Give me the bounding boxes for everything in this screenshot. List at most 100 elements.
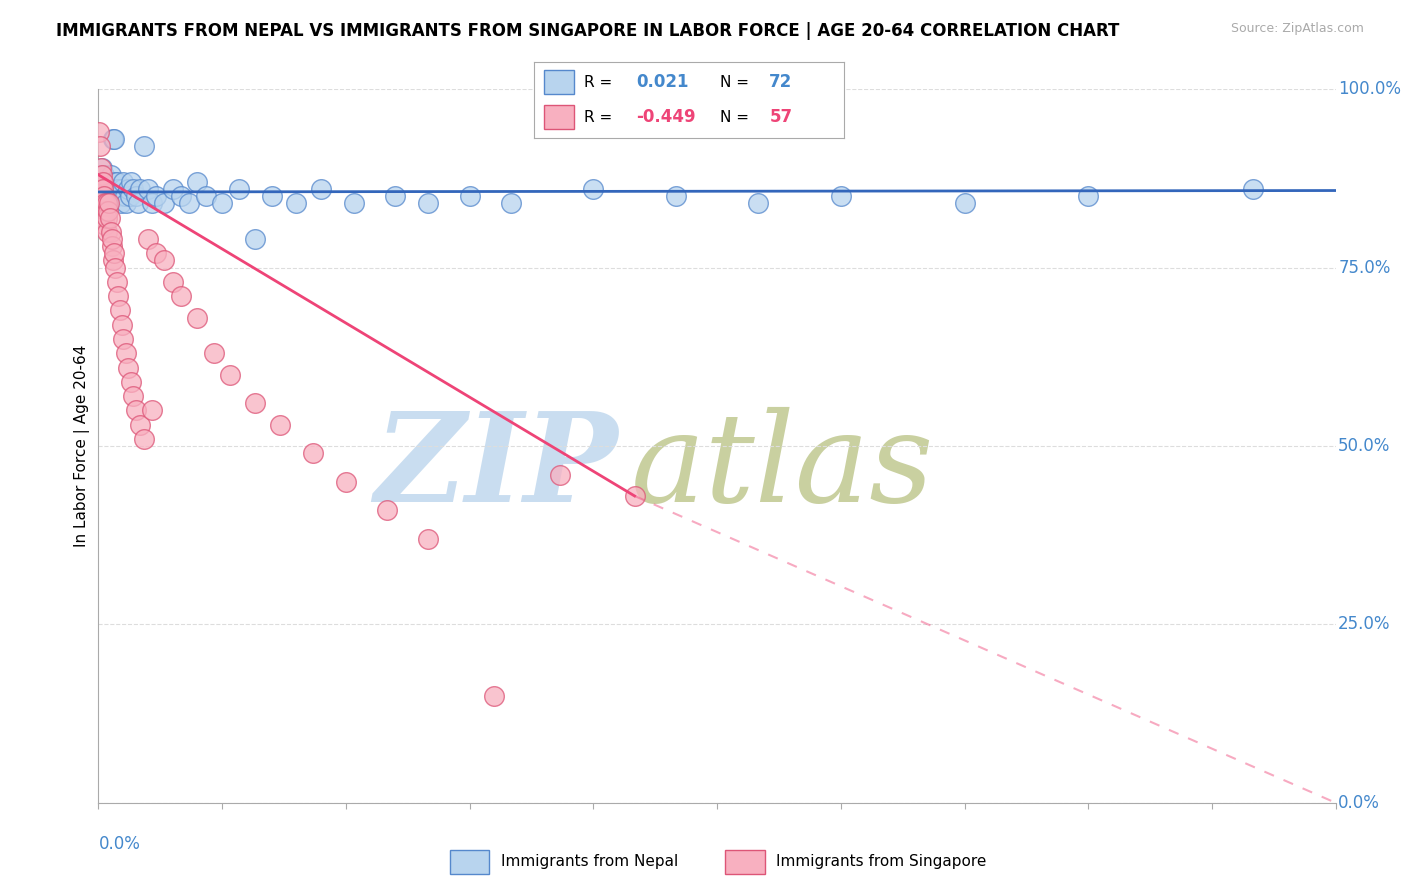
Point [132, 139, 155, 153]
Text: 0.0%: 0.0% [1339, 794, 1381, 812]
Point [145, 246, 167, 260]
Text: 0.021: 0.021 [637, 73, 689, 91]
Point [186, 310, 208, 325]
Text: 57: 57 [769, 108, 793, 126]
Point [98, 211, 121, 225]
Point [309, 182, 332, 196]
Point [100, 239, 122, 253]
Point [98, 189, 121, 203]
Point [747, 196, 769, 211]
Point [90, 189, 112, 203]
Point [114, 346, 136, 360]
Text: 25.0%: 25.0% [1339, 615, 1391, 633]
Point [94, 189, 117, 203]
Text: 0.0%: 0.0% [98, 835, 141, 853]
Point [101, 182, 124, 196]
Point [115, 196, 138, 211]
Point [91, 175, 114, 189]
Point [90, 161, 112, 175]
Text: -0.449: -0.449 [637, 108, 696, 126]
Point [128, 182, 150, 196]
Point [100, 189, 122, 203]
Point [98, 182, 121, 196]
Point [128, 417, 150, 432]
Point [96, 175, 118, 189]
Point [269, 417, 291, 432]
Point [93, 211, 115, 225]
Point [90, 168, 112, 182]
Point [153, 196, 176, 211]
Text: 72: 72 [769, 73, 793, 91]
Point [96, 225, 118, 239]
Point [100, 225, 122, 239]
Point [117, 182, 139, 196]
Point [98, 175, 121, 189]
Point [100, 182, 122, 196]
Point [118, 189, 141, 203]
Text: 50.0%: 50.0% [1339, 437, 1391, 455]
Point [623, 489, 645, 503]
Point [211, 196, 233, 211]
Point [141, 403, 163, 417]
Point [953, 196, 976, 211]
Point [108, 303, 131, 318]
Point [93, 182, 115, 196]
Point [125, 403, 148, 417]
Text: N =: N = [720, 75, 749, 90]
Point [105, 275, 128, 289]
Point [96, 182, 118, 196]
Bar [544, 70, 575, 95]
Point [93, 189, 115, 203]
Point [104, 260, 127, 275]
Point [458, 189, 481, 203]
Point [243, 396, 266, 410]
Point [127, 196, 149, 211]
Point [107, 182, 129, 196]
Text: Immigrants from Singapore: Immigrants from Singapore [776, 855, 987, 869]
Text: 100.0%: 100.0% [1339, 80, 1402, 98]
Point [550, 467, 572, 482]
Point [145, 189, 167, 203]
Point [89, 125, 111, 139]
Point [136, 182, 159, 196]
Point [170, 189, 193, 203]
Point [103, 246, 125, 260]
Point [162, 275, 184, 289]
Point [260, 189, 283, 203]
Point [103, 253, 125, 268]
Text: atlas: atlas [630, 407, 934, 528]
Point [103, 132, 125, 146]
Bar [544, 105, 575, 129]
Point [91, 175, 114, 189]
Point [153, 253, 176, 268]
Point [97, 175, 120, 189]
Point [107, 289, 129, 303]
Point [94, 196, 117, 211]
Text: N =: N = [720, 110, 749, 125]
Point [108, 189, 131, 203]
Point [89, 168, 111, 182]
Point [103, 132, 125, 146]
Point [117, 360, 139, 375]
Point [1077, 189, 1099, 203]
Point [302, 446, 325, 460]
Point [96, 196, 118, 211]
Point [120, 175, 142, 189]
Point [830, 189, 852, 203]
Point [499, 196, 522, 211]
Point [484, 689, 506, 703]
Point [179, 196, 201, 211]
Point [285, 196, 308, 211]
Point [141, 196, 163, 211]
Text: IMMIGRANTS FROM NEPAL VS IMMIGRANTS FROM SINGAPORE IN LABOR FORCE | AGE 20-64 CO: IMMIGRANTS FROM NEPAL VS IMMIGRANTS FROM… [56, 22, 1119, 40]
Point [101, 232, 124, 246]
Point [90, 161, 112, 175]
Point [91, 182, 114, 196]
Text: Source: ZipAtlas.com: Source: ZipAtlas.com [1230, 22, 1364, 36]
Point [96, 196, 118, 211]
Point [120, 375, 142, 389]
Text: R =: R = [583, 75, 612, 90]
Point [136, 232, 159, 246]
Point [122, 389, 145, 403]
Point [98, 196, 121, 211]
